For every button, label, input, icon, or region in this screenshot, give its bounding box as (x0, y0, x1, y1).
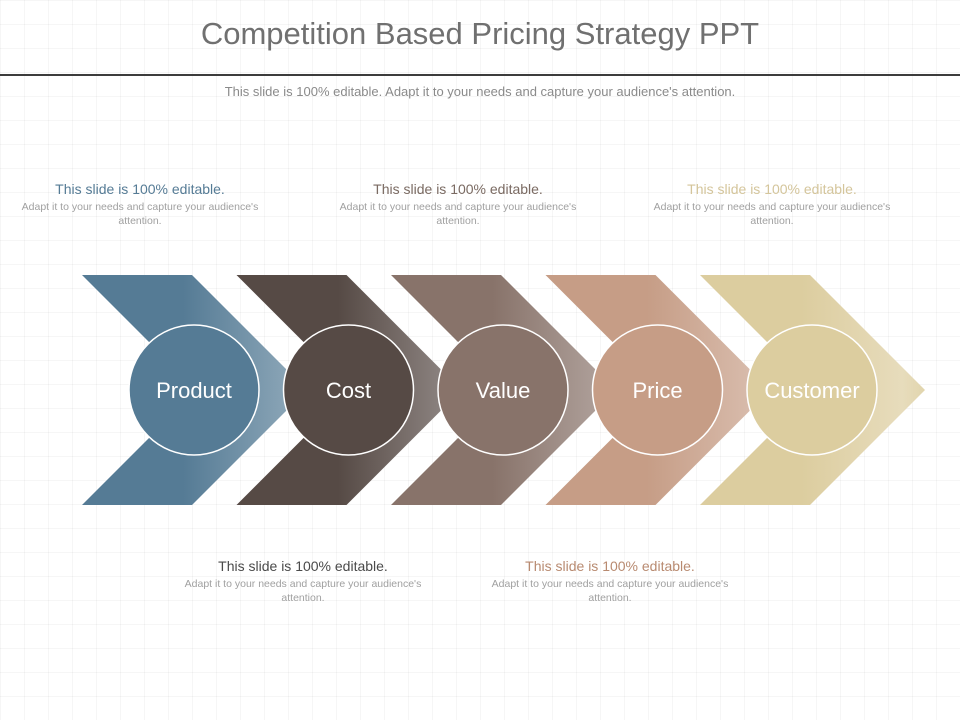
chevron-product (82, 275, 307, 505)
callout-bottom-1: This slide is 100% editable. Adapt it to… (183, 558, 423, 605)
step-label-product: Product (156, 378, 232, 403)
callout-top-1: This slide is 100% editable. Adapt it to… (20, 181, 260, 228)
chevron-cost (236, 275, 462, 505)
step-label-customer: Customer (764, 378, 859, 403)
chevron-price (545, 275, 771, 505)
callout-body: Adapt it to your needs and capture your … (21, 201, 259, 227)
step-label-value: Value (476, 378, 531, 403)
callout-top-3: This slide is 100% editable. Adapt it to… (652, 181, 892, 228)
callout-heading: This slide is 100% editable. (687, 181, 857, 197)
callout-body: Adapt it to your needs and capture your … (491, 578, 729, 604)
slide-title: Competition Based Pricing Strategy PPT (200, 16, 760, 51)
step-circle-product (128, 324, 260, 456)
callout-heading: This slide is 100% editable. (373, 181, 543, 197)
chevron-customer (700, 275, 925, 505)
step-circle-price (591, 324, 724, 456)
callout-heading: This slide is 100% editable. (525, 558, 695, 574)
callout-heading: This slide is 100% editable. (55, 181, 225, 197)
callout-top-2: This slide is 100% editable. Adapt it to… (338, 181, 578, 228)
step-label-cost: Cost (326, 378, 371, 403)
title-divider (0, 74, 960, 76)
slide-subtitle: This slide is 100% editable. Adapt it to… (224, 84, 736, 99)
callout-body: Adapt it to your needs and capture your … (653, 201, 891, 227)
step-circle-customer (746, 324, 878, 456)
callout-heading: This slide is 100% editable. (218, 558, 388, 574)
step-circle-value (437, 324, 569, 456)
step-circle-cost (282, 324, 415, 456)
callout-bottom-2: This slide is 100% editable. Adapt it to… (490, 558, 730, 605)
chevron-value (391, 275, 616, 505)
step-label-price: Price (632, 378, 682, 403)
chevrons-layer (82, 275, 925, 505)
callout-body: Adapt it to your needs and capture your … (339, 201, 577, 227)
circles-layer: Product Cost Value Price Customer (128, 324, 878, 456)
callout-body: Adapt it to your needs and capture your … (184, 578, 422, 604)
